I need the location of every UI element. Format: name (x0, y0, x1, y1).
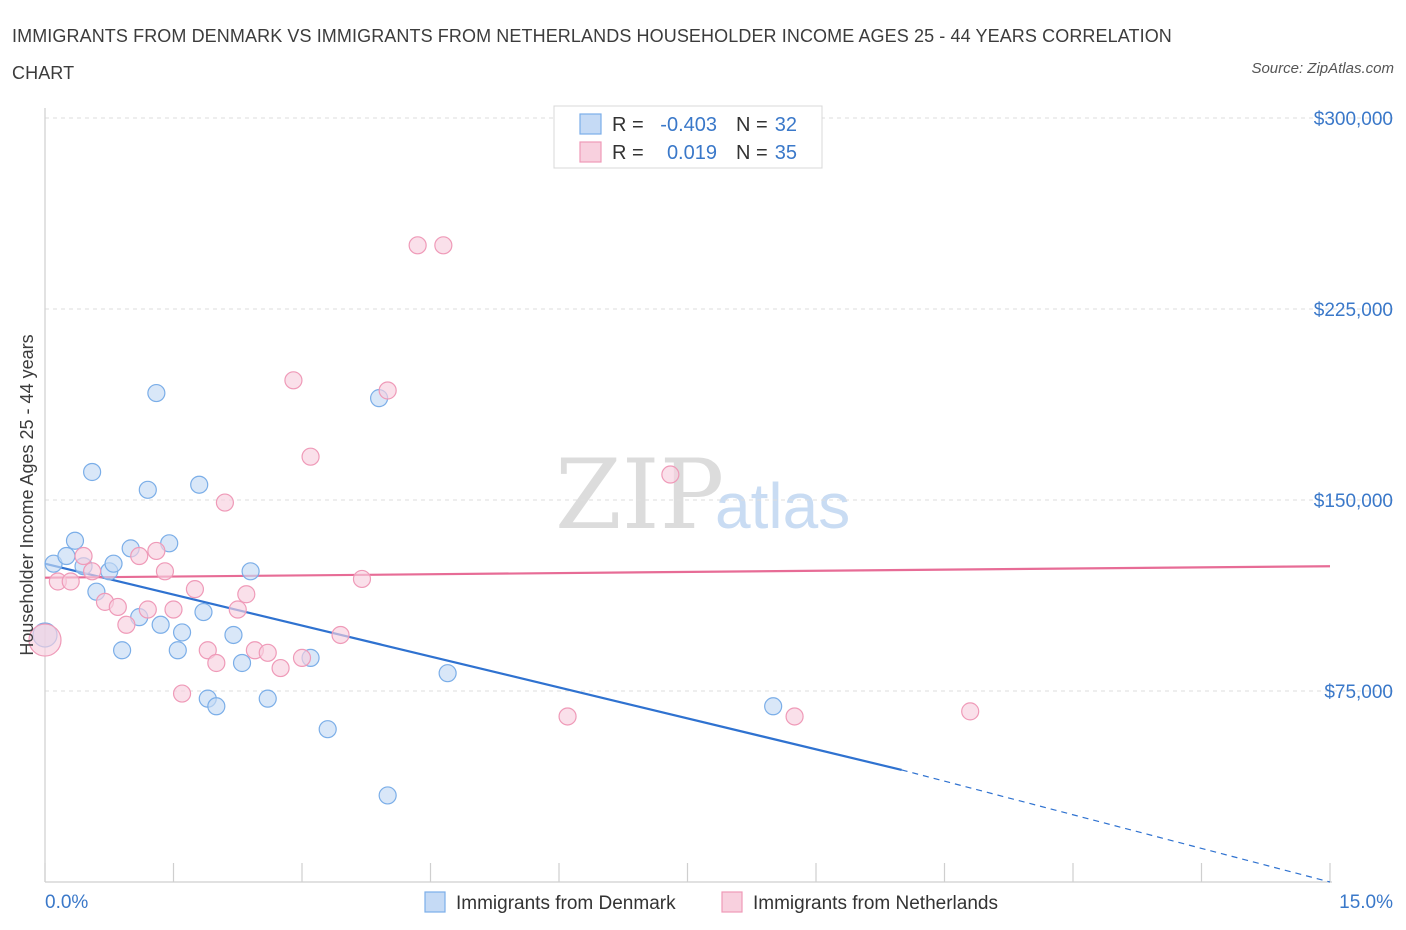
source-label: Source: ZipAtlas.com (1251, 60, 1394, 77)
denmark-point (258, 689, 277, 708)
netherlands-point (258, 643, 277, 662)
netherlands-point (434, 236, 453, 255)
trend-line-netherlands (44, 565, 1331, 579)
netherlands-point (207, 653, 226, 673)
netherlands-point (117, 615, 136, 634)
legend-swatch-netherlands (579, 141, 602, 163)
denmark-point (194, 602, 213, 622)
trend-line-extension-denmark (901, 769, 1331, 883)
netherlands-point (961, 702, 980, 721)
chart-title: IMMIGRANTS FROM DENMARK VS IMMIGRANTS FR… (12, 26, 1172, 83)
data-points (28, 236, 980, 805)
denmark-point (764, 697, 783, 716)
bottom-legend-swatch-denmark (424, 891, 446, 913)
netherlands-point (237, 585, 256, 604)
axes (44, 108, 1332, 883)
legend-n-value-netherlands: 35 (775, 142, 797, 164)
netherlands-point (28, 623, 62, 657)
netherlands-point (147, 541, 166, 561)
netherlands-point (661, 465, 680, 484)
netherlands-point (130, 546, 149, 566)
legend-n-value-denmark: 32 (775, 114, 797, 136)
y-tick-label: $150,000 (1314, 491, 1393, 512)
netherlands-point (352, 569, 372, 589)
y-tick-label: $225,000 (1314, 300, 1393, 321)
netherlands-point (271, 658, 290, 678)
netherlands-point (408, 236, 427, 255)
y-tick-label: $75,000 (1324, 682, 1393, 703)
denmark-point (168, 641, 187, 660)
netherlands-point (172, 684, 192, 703)
denmark-point (241, 562, 260, 581)
legend-r-label-netherlands: R = (612, 142, 644, 164)
correlation-legend: R = -0.403 N = 32 R = 0.019 N = 35 (553, 105, 823, 169)
netherlands-point (228, 600, 247, 619)
denmark-point (438, 664, 457, 683)
netherlands-point (83, 562, 102, 581)
netherlands-point (301, 447, 320, 466)
gridlines (45, 117, 1393, 692)
denmark-point (378, 786, 397, 805)
netherlands-point (61, 572, 80, 591)
series-legend: Immigrants from Denmark Immigrants from … (424, 891, 998, 914)
netherlands-point (378, 381, 397, 400)
watermark-atlas: atlas (715, 470, 850, 542)
denmark-point (112, 641, 132, 660)
netherlands-point (785, 707, 804, 726)
netherlands-point (108, 597, 127, 617)
denmark-point (147, 383, 166, 403)
netherlands-point (292, 648, 312, 667)
legend-n-label-denmark: N = (736, 114, 768, 136)
netherlands-point (164, 600, 183, 619)
denmark-point (232, 653, 252, 673)
netherlands-point (198, 641, 217, 660)
legend-swatch-denmark (579, 113, 602, 135)
denmark-point (190, 475, 209, 494)
bottom-legend-swatch-netherlands (721, 891, 743, 913)
denmark-point (65, 531, 85, 550)
netherlands-point (138, 600, 157, 619)
legend-r-value-netherlands: 0.019 (667, 142, 717, 164)
watermark-zip: ZIP (555, 439, 724, 551)
bottom-legend-label-netherlands: Immigrants from Netherlands (753, 893, 998, 914)
netherlands-point (284, 371, 303, 390)
netherlands-point (74, 546, 93, 566)
netherlands-point (155, 562, 175, 581)
denmark-point (151, 615, 170, 634)
denmark-point (83, 462, 102, 482)
x-tick-label-max: 15.0% (1339, 892, 1393, 913)
denmark-point (207, 697, 226, 716)
x-tick-label-min: 0.0% (45, 892, 88, 913)
denmark-point (104, 554, 123, 573)
netherlands-point (215, 493, 234, 512)
trend-line-denmark (44, 562, 902, 772)
legend-r-label-denmark: R = (612, 114, 644, 136)
bottom-legend-label-denmark: Immigrants from Denmark (456, 893, 676, 914)
legend-n-label-netherlands: N = (736, 142, 768, 164)
legend-r-value-denmark: -0.403 (660, 114, 717, 136)
y-tick-labels: $75,000 $150,000 $225,000 $300,000 (1314, 109, 1393, 703)
y-tick-label: $300,000 (1314, 109, 1393, 130)
denmark-point (224, 625, 243, 645)
denmark-point (318, 720, 337, 739)
netherlands-point (331, 625, 350, 645)
netherlands-point (185, 580, 205, 599)
trend-lines (44, 562, 1331, 883)
denmark-point (172, 623, 192, 642)
y-axis-label: Householder Income Ages 25 - 44 years (17, 334, 37, 655)
netherlands-point (558, 707, 577, 726)
denmark-point (138, 480, 157, 499)
denmark-point (57, 546, 76, 566)
